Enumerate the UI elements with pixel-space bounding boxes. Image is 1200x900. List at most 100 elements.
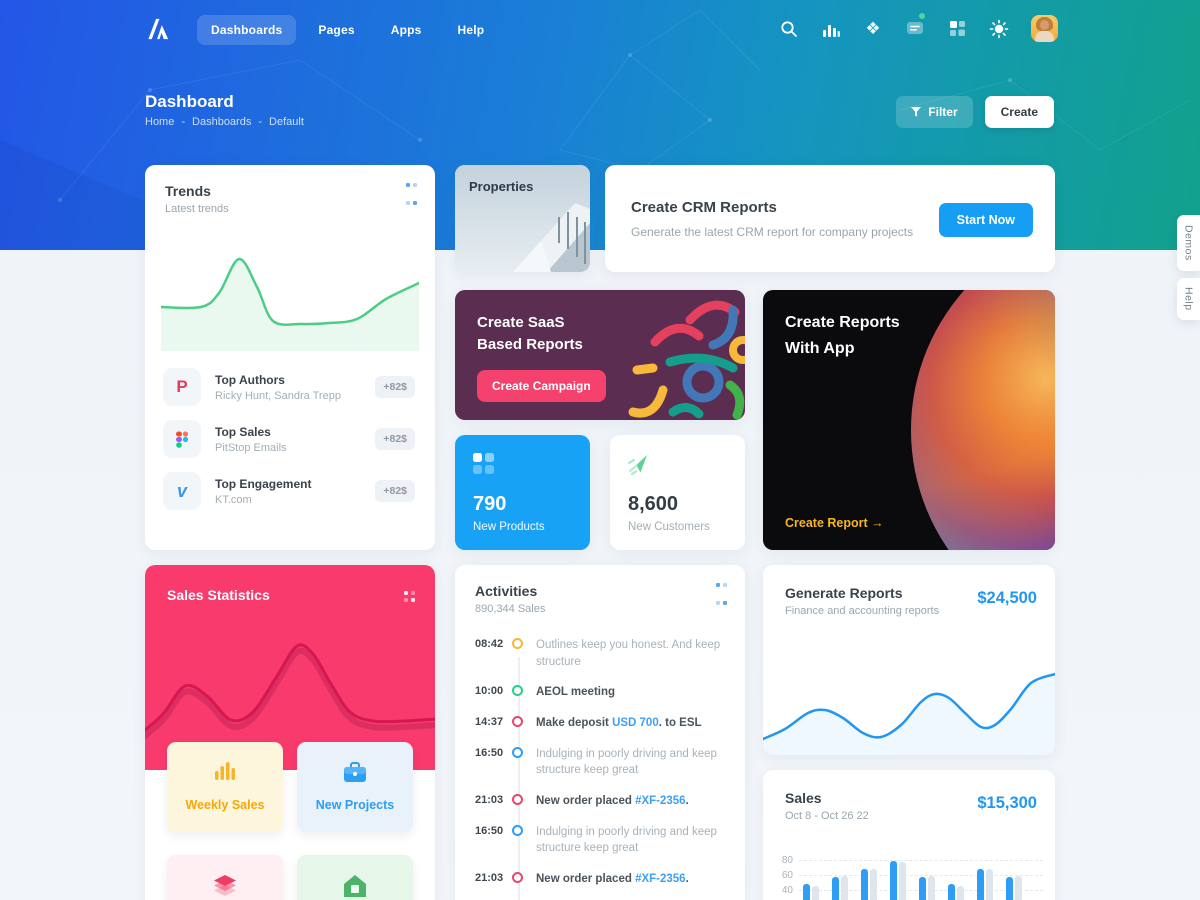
sales-subtitle: Oct 8 - Oct 26 22 [785,810,869,822]
theme-sun-icon[interactable] [989,19,1009,39]
create-button[interactable]: Create [984,96,1054,128]
mini-card-layers[interactable] [167,855,283,900]
mini-card-new-projects[interactable]: New Projects [297,742,413,832]
crm-subtitle: Generate the latest CRM report for compa… [631,225,914,239]
reports-app-card: Create Reports With App Create Report → [763,290,1055,550]
mini-card-home[interactable] [297,855,413,900]
activity-dot [512,824,523,836]
activity-link[interactable]: #XF-2356 [635,795,686,808]
generate-reports-card: Generate Reports Finance and accounting … [763,565,1055,755]
crm-reports-card: Create CRM Reports Generate the latest C… [605,165,1055,272]
breadcrumb-item[interactable]: Default [269,116,304,128]
activity-text: New order placed #XF-2356. [536,795,689,808]
card-menu-icon[interactable] [716,583,727,615]
new-customers-card[interactable]: 8,600 New Customers [610,435,745,550]
new-products-label: New Products [473,521,545,533]
breadcrumb-separator: - [181,116,186,128]
saas-reports-card: Create SaaS Based Reports Create Campaign [455,290,745,420]
analytics-icon[interactable] [821,19,841,39]
breadcrumb: Home - Dashboards - Default [145,116,304,128]
side-tab-demos[interactable]: Demos [1177,215,1200,271]
activity-item: 14:37 Make deposit USD 700. to ESL [475,715,731,732]
top-navbar: Dashboards Pages Apps Help ❖ [0,0,1200,57]
mini-card-label: New Projects [315,798,395,812]
arrow-right-icon: → [871,516,884,530]
timeline-line [518,657,520,900]
trend-list-item[interactable]: P Top Authors Ricky Hunt, Sandra Trepp +82$ [161,361,419,413]
apps-diamond-icon[interactable]: ❖ [865,19,881,38]
app-logo[interactable] [145,16,171,41]
messages-icon[interactable] [905,12,925,39]
reports-app-title: Create Reports With App [785,314,900,358]
activity-item: 21:03 New order placed #XF-2356. [475,871,731,888]
nav-item-dashboards[interactable]: Dashboards [197,15,297,45]
activity-time: 16:50 [475,746,504,759]
search-icon[interactable] [779,19,799,39]
start-now-button[interactable]: Start Now [938,203,1033,237]
activity-time: 14:37 [475,716,504,729]
mini-card-weekly-sales[interactable]: Weekly Sales [167,742,283,832]
breadcrumb-item[interactable]: Dashboards [192,116,252,128]
sales-amount: $15,300 [977,794,1037,812]
trends-list: P Top Authors Ricky Hunt, Sandra Trepp +82$… [161,361,419,517]
bar-previous [986,869,993,900]
trend-item-subtitle: PitStop Emails [215,441,287,454]
activity-link[interactable]: USD 700 [612,717,659,730]
trend-item-title: Top Sales [215,424,271,439]
side-tab-help[interactable]: Help [1177,278,1200,320]
bar-previous [841,875,848,900]
activity-text: New order placed #XF-2356. [536,873,689,886]
activity-link[interactable]: #XF-2356 [635,873,686,886]
properties-card[interactable]: Properties [455,165,590,272]
activity-dot [512,685,523,697]
saas-title: Create SaaS Based Reports [477,314,583,353]
create-report-link[interactable]: Create Report → [785,516,884,530]
activity-dot [512,638,523,649]
navbar-actions: ❖ [779,0,1058,57]
bar-previous [812,885,819,900]
grid-menu-icon[interactable] [947,19,967,39]
create-campaign-button[interactable]: Create Campaign [477,370,606,402]
sales-card: Sales Oct 8 - Oct 26 22 $15,300 80 60 40 [763,770,1055,900]
breadcrumb-item[interactable]: Home [145,116,175,128]
activity-item: 08:42 Outlines keep you honest. And keep … [475,637,731,670]
new-products-value: 790 [473,493,507,515]
gridline [799,875,1043,876]
bar-previous [928,875,935,900]
user-avatar[interactable] [1031,15,1058,42]
activity-item: 16:50 Indulging in poorly driving and kee… [475,824,731,857]
generate-reports-subtitle: Finance and accounting reports [785,605,940,617]
activity-text: Indulging in poorly driving and keep str… [536,747,717,777]
filter-button[interactable]: Filter [896,96,973,128]
nav-item-pages[interactable]: Pages [318,23,355,37]
nav-item-help[interactable]: Help [457,23,485,37]
activity-dot [512,746,523,758]
activities-card: Activities 890,344 Sales 08:42 Outlines k… [455,565,745,900]
bar-previous [957,885,964,900]
trend-list-item[interactable]: v Top Engagement KT.com +82$ [161,465,419,517]
card-menu-icon[interactable] [404,591,415,602]
card-menu-icon[interactable] [406,183,417,215]
activities-subtitle: 890,344 Sales [475,603,546,615]
sales-title: Sales [785,790,822,806]
new-products-card[interactable]: 790 New Products [455,435,590,550]
breadcrumb-separator: - [258,116,263,128]
pinterest-icon: P [176,377,188,396]
sales-bar-chart: 80 60 40 [775,848,1043,900]
generate-reports-amount: $24,500 [977,589,1037,607]
doodle-pattern [628,300,745,420]
properties-title: Properties [469,179,534,194]
sales-wave-chart [145,643,435,739]
sales-statistics-title: Sales Statistics [167,587,270,603]
activity-dot [512,716,523,728]
funnel-icon [911,107,922,117]
trend-item-title: Top Authors [215,372,285,387]
reports-line-chart [763,672,1055,755]
trends-subtitle: Latest trends [165,203,229,215]
trend-list-item[interactable]: Top Sales PitStop Emails +82$ [161,413,419,465]
nav-item-apps[interactable]: Apps [390,23,422,37]
activity-text: Indulging in poorly driving and keep str… [536,825,717,855]
main-nav: Dashboards Pages Apps Help [197,15,498,45]
trend-item-badge: +82$ [375,376,415,398]
